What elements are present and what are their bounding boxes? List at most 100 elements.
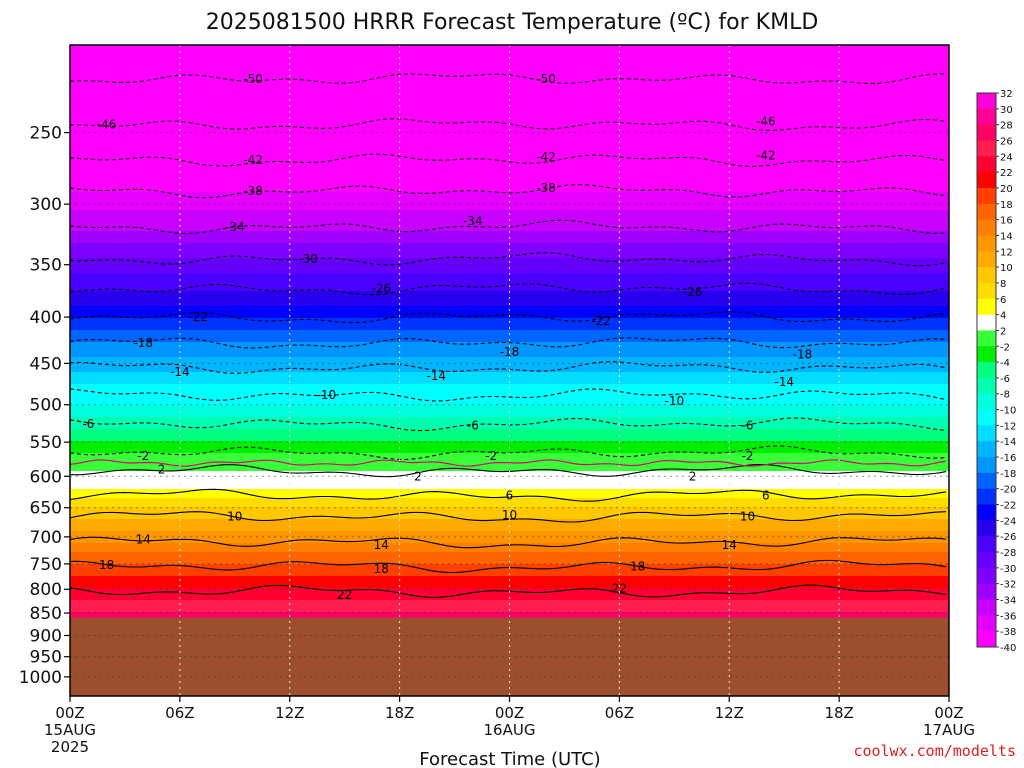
temperature-band bbox=[70, 84, 949, 88]
temperature-band bbox=[70, 408, 949, 412]
contour-label: -50 bbox=[243, 72, 263, 86]
x-tick-date-label: 16AUG bbox=[484, 721, 536, 739]
temperature-band bbox=[70, 564, 949, 568]
temperature-band bbox=[70, 552, 949, 556]
colorbar-label: 12 bbox=[1000, 247, 1013, 258]
temperature-band bbox=[70, 594, 949, 598]
contour-label: -2 bbox=[137, 449, 149, 463]
temperature-band bbox=[70, 324, 949, 328]
contour-label: -34 bbox=[463, 214, 483, 228]
temperature-band bbox=[70, 498, 949, 502]
colorbar-swatch bbox=[977, 282, 996, 300]
temperature-band bbox=[70, 102, 949, 106]
contour-label: 22 bbox=[612, 581, 627, 595]
contour-label: -50 bbox=[536, 72, 556, 86]
colorbar-label: -30 bbox=[1000, 564, 1016, 575]
colorbar-label: -6 bbox=[1000, 374, 1010, 385]
temperature-band bbox=[70, 366, 949, 370]
temperature-band bbox=[70, 384, 949, 388]
contour-label: -6 bbox=[742, 418, 754, 432]
y-tick-label: 450 bbox=[30, 354, 62, 374]
temperature-band bbox=[70, 270, 949, 274]
temperature-band bbox=[70, 456, 949, 460]
colorbar-label: -40 bbox=[1000, 643, 1016, 654]
temperature-band bbox=[70, 540, 949, 544]
contour-label: -2 bbox=[485, 449, 497, 463]
colorbar-swatch bbox=[977, 567, 996, 585]
y-tick-label: 550 bbox=[30, 433, 62, 453]
contour-label: -10 bbox=[317, 388, 337, 402]
contour-label: 22 bbox=[337, 588, 352, 602]
temperature-band bbox=[70, 294, 949, 298]
temperature-band bbox=[70, 342, 949, 346]
temperature-band bbox=[70, 162, 949, 166]
contour-label: -42 bbox=[243, 153, 263, 167]
colorbar-swatch bbox=[977, 520, 996, 537]
source-credit: coolwx.com/modelts bbox=[853, 742, 1016, 760]
temperature-band bbox=[70, 234, 949, 238]
temperature-band bbox=[70, 426, 949, 430]
temperature-band bbox=[70, 252, 949, 256]
colorbar-swatch bbox=[977, 599, 996, 616]
contour-label: -30 bbox=[298, 252, 318, 266]
temperature-band bbox=[70, 360, 949, 364]
x-tick-label: 06Z bbox=[605, 704, 634, 722]
temperature-band bbox=[70, 216, 949, 220]
grid-layer bbox=[70, 45, 949, 696]
temperature-band bbox=[70, 276, 949, 280]
colorbar-label: -10 bbox=[1000, 406, 1016, 417]
contour-label: 6 bbox=[506, 488, 514, 502]
colorbar-swatch bbox=[977, 219, 996, 236]
contour-label: -18 bbox=[793, 348, 813, 362]
colorbar-label: 10 bbox=[1000, 263, 1013, 274]
temperature-band bbox=[70, 180, 949, 184]
colorbar-label: 18 bbox=[1000, 200, 1013, 211]
temperature-band bbox=[70, 114, 949, 118]
colorbar-swatch bbox=[977, 583, 996, 600]
temperature-band bbox=[70, 558, 949, 562]
temperature-band bbox=[70, 60, 949, 64]
temperature-band bbox=[70, 432, 949, 436]
temperature-band bbox=[70, 138, 949, 142]
temperature-band bbox=[70, 504, 949, 508]
temperature-band bbox=[70, 492, 949, 496]
contour-label: -26 bbox=[683, 285, 703, 299]
y-tick-label: 600 bbox=[30, 467, 62, 487]
colorbar-label: -18 bbox=[1000, 469, 1016, 480]
contour-label: 2 bbox=[158, 463, 166, 477]
y-tick-label: 350 bbox=[30, 256, 62, 276]
temperature-band bbox=[70, 192, 949, 196]
colorbar-swatch bbox=[977, 298, 996, 315]
colorbar-label: 30 bbox=[1000, 105, 1013, 116]
temperature-band bbox=[70, 228, 949, 232]
colorbar-swatch bbox=[977, 631, 996, 648]
temperature-band bbox=[70, 318, 949, 322]
colorbar-label: 24 bbox=[1000, 152, 1013, 163]
temperature-band bbox=[70, 72, 949, 76]
temperature-band bbox=[70, 300, 949, 304]
temperature-band bbox=[70, 354, 949, 358]
contour-label: -26 bbox=[372, 282, 392, 296]
plot-area: -50 -50-46 -46-42 -42 -42-38 -38-34 -34-30-26-… bbox=[70, 45, 949, 696]
colorbar-swatch bbox=[977, 457, 996, 474]
colorbar-swatch bbox=[977, 615, 996, 632]
y-tick-label: 300 bbox=[30, 195, 62, 215]
contour-label: 10 bbox=[502, 508, 517, 522]
x-tick-label: 00Z bbox=[495, 704, 524, 722]
contour-line-2 bbox=[70, 463, 947, 478]
temperature-band bbox=[70, 546, 949, 550]
y-axis: 2503003504004505005506006507007508008509… bbox=[19, 124, 70, 688]
temperature-band bbox=[70, 144, 949, 148]
y-tick-label: 800 bbox=[30, 580, 62, 600]
contour-label: -34 bbox=[225, 220, 245, 234]
temperature-band bbox=[70, 468, 949, 472]
temperature-band bbox=[70, 510, 949, 514]
colorbar-label: -26 bbox=[1000, 532, 1016, 543]
y-tick-label: 500 bbox=[30, 396, 62, 416]
colorbar-swatch bbox=[977, 362, 996, 379]
colorbar-label: 14 bbox=[1000, 231, 1013, 242]
y-tick-label: 750 bbox=[30, 555, 62, 575]
temperature-band bbox=[70, 312, 949, 316]
contour-layer bbox=[70, 73, 947, 598]
colorbar-label: 32 bbox=[1000, 89, 1013, 100]
